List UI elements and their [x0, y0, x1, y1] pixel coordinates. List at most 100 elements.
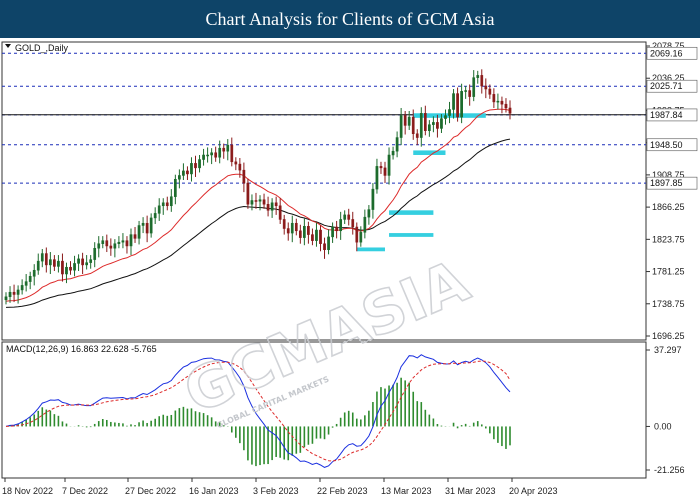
candlestick [323, 237, 326, 259]
candle-body [315, 229, 318, 241]
candle-body [157, 205, 161, 214]
candle-body [335, 226, 338, 232]
consolidation-zone [389, 210, 434, 215]
candle-body [40, 253, 44, 262]
candlestick [24, 274, 28, 292]
candle-body [24, 281, 28, 286]
candlestick [403, 111, 407, 135]
candlestick [500, 96, 504, 114]
macd-panel-frame [1, 341, 647, 479]
candlestick [270, 198, 274, 218]
candle-body [290, 222, 294, 234]
ema-slow-line [5, 138, 511, 308]
candle-body [504, 103, 508, 109]
candle-body [165, 202, 169, 207]
date-label: 13 Mar 2023 [381, 486, 432, 496]
date-axis: 18 Nov 2022 7 Dec 2022 27 Dec 2022 16 Jan 2… [2, 478, 558, 496]
candlestick [4, 292, 8, 305]
candlestick [73, 255, 76, 277]
candlestick [214, 146, 218, 162]
candle-body [169, 196, 173, 207]
candle-body [246, 182, 250, 205]
candlestick [226, 139, 230, 161]
candle-body [319, 229, 322, 244]
price-axis-label: 1738.75 [652, 299, 685, 309]
candle-body [419, 113, 423, 138]
candle-body [323, 243, 326, 251]
candle-body [363, 216, 367, 233]
candle-body [262, 199, 266, 205]
candle-body [456, 93, 459, 118]
candlestick [194, 155, 197, 177]
candlestick [448, 101, 451, 124]
candlestick [371, 183, 375, 219]
candlestick [81, 252, 84, 275]
candlestick [460, 83, 463, 124]
candle-body [129, 234, 133, 247]
candlestick [105, 234, 109, 253]
candlestick [476, 70, 480, 84]
candlestick [141, 217, 145, 234]
candle-body [379, 166, 383, 169]
candlestick [472, 70, 476, 102]
candle-body [266, 204, 270, 211]
candlestick [202, 148, 205, 166]
candle-body [452, 93, 455, 110]
candle-body [500, 100, 504, 105]
price-axis-label: 2036.25 [652, 73, 685, 83]
candlestick [355, 222, 359, 252]
candlestick [419, 107, 423, 147]
candle-body [508, 107, 512, 114]
candlestick [137, 220, 141, 245]
price-axis-label: 2078.75 [652, 41, 685, 51]
candlestick [190, 157, 193, 182]
candlestick [311, 228, 314, 246]
candlestick [290, 215, 294, 243]
candlestick [282, 214, 286, 235]
candle-body [36, 260, 40, 271]
candle-body [371, 188, 375, 210]
candle-body [286, 228, 290, 234]
dropdown-arrow-icon[interactable] [5, 44, 11, 48]
candlestick [230, 137, 234, 167]
candlestick [298, 224, 302, 244]
level-label: 1987.84 [650, 110, 683, 120]
level-label: 1897.85 [650, 178, 683, 188]
candle-body [395, 137, 399, 152]
candle-body [226, 144, 230, 152]
candlestick [12, 284, 16, 303]
candlestick [129, 228, 133, 256]
candlestick [375, 158, 379, 194]
candle-body [234, 161, 238, 165]
candle-body [355, 226, 359, 243]
page-title: Chart Analysis for Clients of GCM Asia [0, 0, 700, 38]
candlestick [238, 158, 242, 178]
candlestick [258, 195, 262, 211]
candlestick [101, 236, 105, 249]
candle-body [367, 209, 371, 218]
candlestick [436, 114, 439, 138]
candlestick [93, 242, 97, 268]
candle-body [93, 247, 97, 260]
candlestick [40, 249, 44, 268]
candlestick [28, 271, 32, 290]
candle-body [294, 222, 298, 232]
candlestick [222, 143, 226, 159]
macd-indicator-label: MACD(12,26,9) 16.863 22.628 -5.765 [6, 344, 157, 354]
candle-body [359, 232, 363, 243]
candlestick [173, 174, 177, 205]
candlestick [157, 198, 161, 221]
candle-body [488, 88, 492, 95]
candle-body [194, 163, 197, 169]
level-tag [646, 46, 698, 60]
candle-body [182, 170, 185, 176]
price-panel-frame [1, 41, 647, 341]
price-axis-label: 1908.75 [652, 170, 685, 180]
candlestick [57, 255, 60, 273]
candlestick [262, 193, 266, 209]
candle-body [351, 219, 355, 228]
candle-body [472, 77, 476, 97]
candle-body [258, 199, 262, 202]
candle-body [178, 175, 181, 180]
candle-body [331, 226, 334, 238]
